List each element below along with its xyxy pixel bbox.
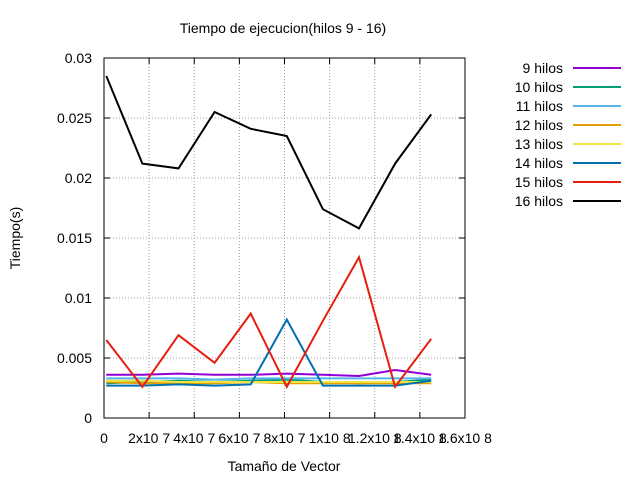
legend: 9 hilos 10 hilos 11 hilos 12 hilos 13 hilos 1… — [515, 60, 621, 209]
y-tick-label: 0.015 — [57, 230, 92, 246]
legend-item: 10 hilos — [515, 79, 621, 95]
legend-label: 12 hilos — [515, 117, 563, 133]
series-line-14-hilos — [106, 317, 432, 387]
legend-label: 15 hilos — [515, 174, 563, 190]
x-tick-label: 1.4x10 8 — [393, 430, 447, 446]
legend-item: 12 hilos — [515, 117, 621, 133]
series-line-15-hilos — [105, 254, 432, 390]
series-line-9-hilos — [106, 368, 432, 378]
series-line-13-hilos — [106, 379, 432, 383]
legend-label: 14 hilos — [515, 155, 563, 171]
legend-label: 11 hilos — [516, 98, 563, 114]
x-axis-label: Tamaño de Vector — [228, 458, 341, 474]
legend-label: 10 hilos — [515, 79, 563, 95]
x-tick-label: 4x10 7 — [173, 430, 215, 446]
series-layer — [105, 75, 433, 390]
x-tick-label: 8x10 7 — [263, 430, 305, 446]
x-tick-label: 1x10 8 — [309, 430, 351, 446]
y-axis: 0 0.005 0.01 0.015 0.02 0.025 0.03 — [57, 50, 465, 426]
y-tick-label: 0.03 — [65, 50, 92, 66]
series-line-16-hilos — [105, 75, 433, 230]
legend-label: 16 hilos — [515, 193, 563, 209]
y-tick-label: 0.02 — [65, 170, 92, 186]
y-tick-label: 0.01 — [65, 290, 92, 306]
y-axis-label: Tiempo(s) — [7, 207, 23, 270]
x-tick-label: 2x10 7 — [128, 430, 170, 446]
y-tick-label: 0.025 — [57, 110, 92, 126]
legend-item: 14 hilos — [515, 155, 621, 171]
legend-item: 15 hilos — [515, 174, 621, 190]
x-tick-label: 6x10 7 — [218, 430, 260, 446]
x-tick-label: 0 — [100, 430, 108, 446]
chart-title: Tiempo de ejecucion(hilos 9 - 16) — [180, 20, 386, 36]
x-axis: 0 2x10 7 4x10 7 6x10 7 8x10 7 1x10 81.2x10 81… — [100, 58, 492, 446]
legend-label: 9 hilos — [523, 60, 563, 76]
y-tick-label: 0 — [84, 410, 92, 426]
x-tick-label: 1.6x10 8 — [438, 430, 492, 446]
legend-item: 13 hilos — [515, 136, 621, 152]
legend-label: 13 hilos — [515, 136, 563, 152]
legend-item: 11 hilos — [516, 98, 621, 114]
x-tick-label: 1.2x10 8 — [348, 430, 402, 446]
y-tick-label: 0.005 — [57, 350, 92, 366]
series-line-11-hilos — [106, 377, 432, 381]
grid — [104, 58, 465, 418]
legend-item: 9 hilos — [523, 60, 621, 76]
legend-item: 16 hilos — [515, 193, 621, 209]
